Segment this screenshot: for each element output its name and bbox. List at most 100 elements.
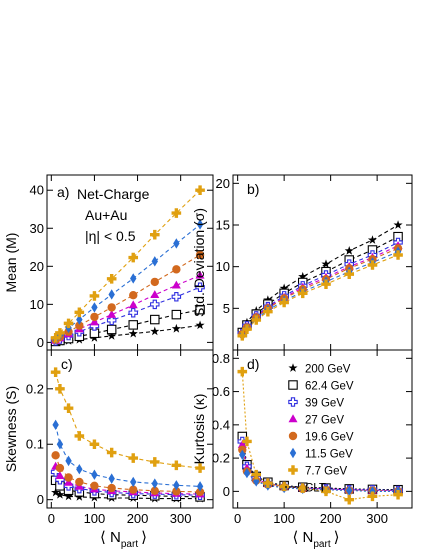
point-7-7-gev: [55, 384, 65, 394]
point-7-7-gev: [344, 269, 355, 279]
point-19-6-gev: [150, 486, 159, 496]
point-39-gev: [195, 282, 205, 292]
point-7-7-gev: [149, 229, 160, 240]
point-11-5-gev: [173, 480, 180, 491]
point-39-gev: [150, 299, 160, 310]
point-19-6-gev: [129, 485, 138, 494]
point-200-gev: [367, 235, 378, 244]
point-7-7-gev: [297, 288, 308, 299]
x-tick-label: 0: [48, 511, 55, 526]
legend-label-39-gev: 39 GeV: [305, 398, 344, 410]
point-200-gev: [128, 328, 138, 338]
y-tick-label: 0: [37, 492, 44, 507]
point-7-7-gev: [237, 366, 248, 377]
point-7-7-gev: [149, 457, 160, 467]
fit-line-7-7-gev: [55, 372, 201, 469]
point-19-6-gev: [172, 487, 181, 496]
y-tick-label: 0.4: [212, 417, 230, 432]
plot-frame: [232, 174, 413, 351]
point-7-7-gev: [195, 185, 205, 196]
point-19-6-gev: [55, 463, 65, 473]
legend-label-19-6-gev: 19.6 GeV: [305, 432, 354, 444]
x-tick-label: 100: [84, 511, 106, 526]
legend-marker-200-gev: [288, 363, 298, 372]
legend-label-27-gev: 27 GeV: [305, 415, 344, 427]
figure-title-line: Au+Au: [85, 207, 127, 223]
panel-a: 0 10 20 30 40 Mean (M): [3, 174, 214, 351]
point-27-gev: [89, 317, 99, 326]
point-11-5-gev: [108, 473, 115, 484]
point-11-5-gev: [130, 476, 137, 488]
point-27-gev: [237, 440, 247, 448]
legend-label-200-gev: 200 GeV: [305, 364, 351, 376]
point-62-4-gev: [106, 324, 117, 335]
figure-title-line: |η| < 0.5: [85, 228, 136, 244]
legend-label-7-7-gev: 7.7 GeV: [305, 466, 348, 478]
y-tick-label: 20: [216, 176, 230, 191]
x-axis-label: ⟨ Npart ⟩: [100, 529, 147, 550]
point-7-7-gev: [263, 306, 273, 317]
point-19-6-gev: [64, 473, 73, 482]
y-tick-label: 10: [30, 297, 44, 312]
x-tick-label: 100: [273, 511, 295, 526]
y-tick-label: 0: [223, 484, 230, 499]
point-19-6-gev: [90, 481, 99, 491]
point-27-gev: [150, 290, 160, 299]
y-tick-label: 0: [37, 335, 44, 350]
point-11-5-gev: [346, 485, 353, 496]
point-19-6-gev: [107, 303, 116, 312]
point-19-6-gev: [51, 451, 60, 460]
point-7-7-gev: [393, 489, 403, 500]
fit-line-62-4-gev: [241, 436, 399, 491]
x-tick-label: 200: [320, 511, 342, 526]
point-62-4-gev: [150, 314, 160, 325]
y-axis-label: Skewness (S): [3, 386, 19, 472]
point-200-gev: [393, 220, 403, 229]
point-11-5-gev: [173, 238, 180, 249]
point-200-gev: [51, 487, 61, 497]
point-7-7-gev: [89, 291, 100, 301]
point-39-gev: [106, 315, 117, 326]
y-tick-label: 0.2: [212, 451, 230, 466]
point-19-6-gev: [150, 277, 159, 287]
y-axis-label: Kurtosis (κ): [191, 394, 207, 465]
legend-marker-27-gev: [288, 414, 298, 423]
point-200-gev: [344, 246, 354, 255]
legend-label-clt: CLT: [305, 483, 326, 495]
point-7-7-gev: [279, 297, 289, 308]
point-200-gev: [298, 271, 308, 281]
point-11-5-gev: [56, 439, 64, 450]
plot-frame: [46, 349, 214, 509]
point-11-5-gev: [151, 256, 158, 267]
point-200-gev: [195, 320, 205, 330]
point-11-5-gev: [91, 302, 98, 313]
y-tick-label: 0.6: [212, 384, 230, 399]
point-7-7-gev: [55, 328, 65, 338]
point-19-6-gev: [107, 483, 116, 493]
plot-frame: [232, 349, 413, 509]
point-19-6-gev: [129, 291, 138, 300]
point-200-gev: [321, 259, 331, 269]
point-11-5-gev: [91, 469, 98, 480]
legend: 200 GeV 62.4 GeV 39 GeV 27 GeV 19.6 GeV 11.5 …: [285, 363, 354, 495]
point-19-6-gev: [195, 487, 205, 497]
point-7-7-gev: [242, 324, 252, 334]
point-200-gev: [150, 326, 160, 336]
point-11-5-gev: [196, 481, 204, 492]
point-7-7-gev: [297, 483, 308, 493]
panel-b: 5 10 15 20 Std. Deviation (σ) b): [191, 174, 413, 351]
point-7-7-gev: [237, 331, 248, 341]
point-62-4-gev: [128, 320, 138, 330]
fit-line-11-5-gev: [55, 424, 201, 487]
point-19-6-gev: [75, 321, 84, 330]
point-11-5-gev: [196, 219, 204, 230]
fit-line-11-5-gev: [55, 224, 201, 340]
y-tick-label: 15: [216, 218, 230, 233]
point-7-7-gev: [89, 439, 100, 450]
point-7-7-gev: [63, 403, 74, 414]
point-39-gev: [171, 291, 182, 302]
point-11-5-gev: [65, 455, 72, 467]
point-7-7-gev: [171, 208, 182, 218]
legend-label-62-4-gev: 62.4 GeV: [305, 381, 354, 393]
